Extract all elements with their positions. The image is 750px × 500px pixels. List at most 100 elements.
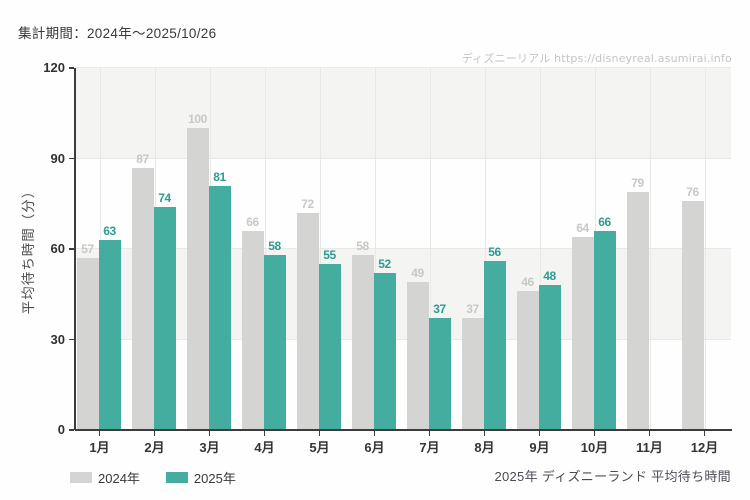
bar-value-label: 64 [576,220,589,235]
legend-swatch-2024 [70,472,92,483]
vertical-gridline [429,68,431,430]
bar-2025年-4月 [263,255,286,430]
bar-value-label: 56 [488,245,501,260]
x-tick-label: 5月 [309,440,330,455]
x-tick-label: 12月 [690,440,719,455]
bar-value-label: 100 [188,112,207,127]
y-tick-label: 0 [57,422,65,437]
vertical-gridline [704,68,706,430]
bar-value-label: 48 [543,269,556,284]
horizontal-gridline [75,67,731,68]
bar-2024年-1月 [76,258,99,430]
bar-2025年-6月 [373,273,396,430]
vertical-gridline [484,68,486,430]
bar-value-label: 49 [411,266,424,281]
grid-band [75,68,731,159]
report-period-text: 集計期間：2024年～2025/10/26 [18,26,217,41]
vertical-gridline [319,68,321,430]
x-tick-mark [593,431,596,436]
bar-2025年-7月 [428,318,451,430]
x-tick-label: 6月 [364,440,385,455]
x-axis-line [75,429,732,431]
x-tick-mark [538,431,541,436]
bar-2025年-9月 [538,285,561,430]
vertical-gridline [539,68,541,430]
horizontal-gridline [75,338,731,340]
grid-band [75,249,731,340]
vertical-gridline [374,68,376,430]
bar-value-label: 55 [323,248,336,263]
bar-2024年-2月 [131,167,154,430]
y-tick-mark [69,67,74,69]
x-tick-label: 1月 [89,440,110,455]
bar-value-label: 57 [81,242,94,257]
bar-2024年-6月 [351,255,374,430]
bar-2024年-12月 [681,200,704,430]
bar-2025年-10月 [593,230,616,430]
y-tick-mark [69,157,74,159]
bar-2025年-1月 [98,239,121,430]
x-tick-label: 2月 [144,440,165,455]
horizontal-gridline [75,157,731,159]
bar-value-label: 72 [301,196,314,211]
bar-2024年-9月 [516,291,539,430]
chart-caption: 2025年 ディズニーランド 平均待ち時間 [494,469,731,484]
x-tick-mark [648,431,651,436]
x-tick-label: 10月 [580,440,609,455]
bar-2024年-10月 [571,236,594,430]
bar-value-label: 37 [466,302,479,317]
bar-2024年-8月 [461,318,484,430]
bar-value-label: 76 [686,184,699,199]
bar-2024年-11月 [626,191,649,430]
bar-value-label: 46 [521,275,534,290]
x-tick-mark [428,431,431,436]
x-tick-mark [208,431,211,436]
x-tick-mark [98,431,101,436]
y-axis-line [74,68,76,430]
bar-2024年-7月 [406,282,429,430]
bar-value-label: 58 [356,239,369,254]
x-tick-label: 4月 [254,440,275,455]
x-tick-mark [263,431,266,436]
legend-item-2024: 2024年 [70,468,140,487]
x-tick-label: 3月 [199,440,220,455]
bar-value-label: 87 [136,151,149,166]
vertical-gridline [649,68,651,430]
x-tick-mark [703,431,706,436]
bar-2024年-5月 [296,212,319,430]
x-tick-label: 11月 [636,440,663,455]
legend: 2024年 2025年 [70,468,236,487]
y-tick-label: 60 [50,241,65,256]
bar-value-label: 63 [103,223,116,238]
watermark-text: ディズニーリアル https://disneyreal.asumirai.inf… [461,52,732,65]
y-tick-label: 30 [50,331,65,347]
bar-2025年-5月 [318,264,341,430]
bar-2024年-3月 [186,128,209,430]
x-tick-label: 7月 [419,440,440,455]
bar-value-label: 79 [631,175,644,190]
y-tick-label: 90 [50,150,65,166]
x-tick-label: 8月 [474,440,495,455]
legend-label-2024: 2024年 [98,471,140,486]
bar-2025年-8月 [483,261,506,430]
plot-area: 57 87 100 66 72 58 49 37 46 64 79 76 63 74 81 58 55 52 37 5… [75,67,731,430]
legend-label-2025: 2025年 [193,471,236,486]
legend-swatch-2025 [165,472,188,483]
x-tick-mark [373,431,376,436]
bar-value-label: 74 [158,190,171,205]
bar-value-label: 37 [433,302,446,317]
y-tick-label: 120 [43,60,65,75]
x-tick-mark [318,431,321,436]
y-tick-mark [69,248,74,250]
x-tick-mark [483,431,486,436]
bar-value-label: 66 [598,214,611,229]
bar-value-label: 81 [213,169,226,184]
bar-2024年-4月 [241,230,264,430]
horizontal-gridline [75,248,731,249]
y-tick-mark [69,338,74,340]
bar-value-label: 52 [378,257,391,272]
legend-item-2025: 2025年 [165,468,236,487]
vertical-gridline [264,68,266,430]
bar-2025年-3月 [208,185,231,430]
bar-value-label: 66 [246,214,259,229]
